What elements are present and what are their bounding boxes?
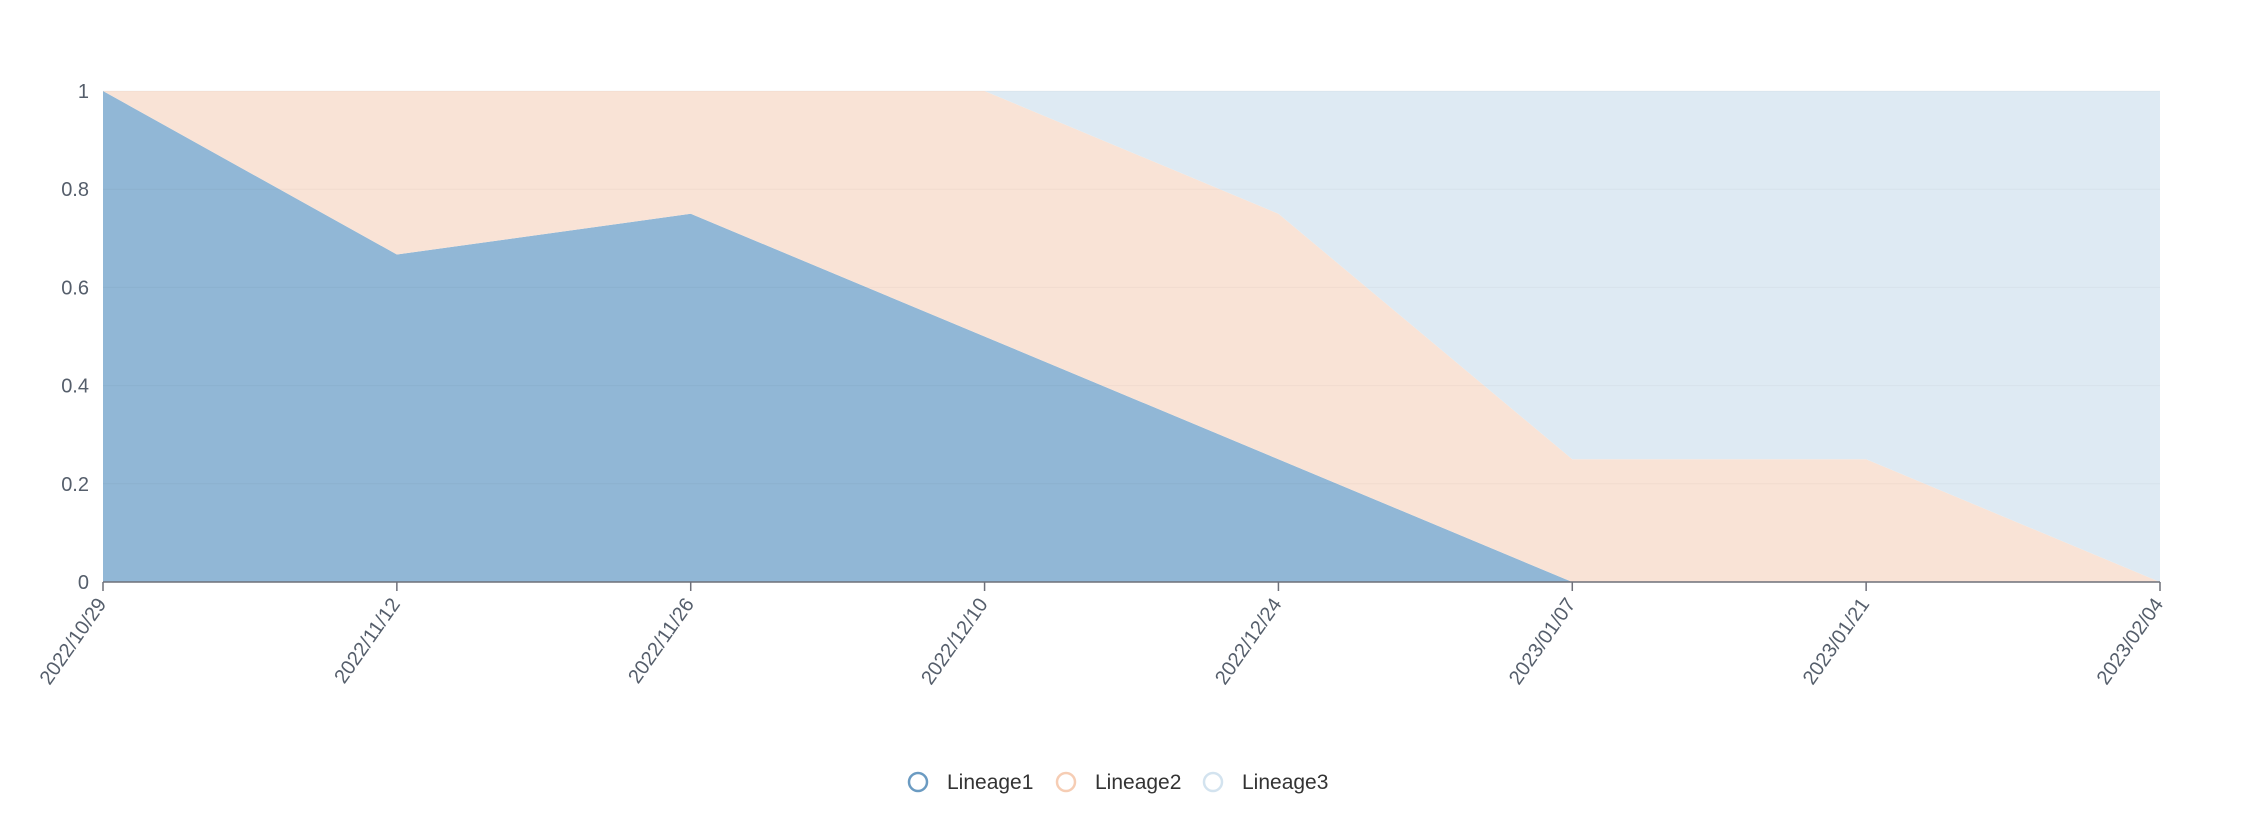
x-tick-label: 2022/12/24 <box>1211 594 1286 689</box>
x-tick-label: 2023/01/07 <box>1505 594 1580 689</box>
x-tick-label: 2023/01/21 <box>1799 594 1874 689</box>
legend-item-lineage3[interactable]: Lineage3 <box>1202 771 1328 794</box>
legend-label: Lineage2 <box>1095 771 1181 794</box>
y-tick-label: 1 <box>78 81 89 103</box>
legend-label: Lineage1 <box>947 771 1033 794</box>
legend-item-lineage1[interactable]: Lineage1 <box>907 771 1033 794</box>
area-lineage1[interactable] <box>103 91 2160 582</box>
legend-marker-icon <box>907 771 929 793</box>
x-tick-label: 2022/11/26 <box>624 594 699 687</box>
y-tick-label: 0.8 <box>61 179 89 201</box>
y-tick-label: 0 <box>78 572 89 594</box>
y-tick-label: 0.2 <box>61 474 89 496</box>
y-tick-label: 0.6 <box>61 277 89 299</box>
legend-marker-icon <box>1202 771 1224 793</box>
area-layer <box>103 91 2160 582</box>
area-lineage3[interactable] <box>103 91 2160 582</box>
legend-label: Lineage3 <box>1242 771 1328 794</box>
x-tick-label: 2022/12/10 <box>917 594 992 689</box>
y-tick-label: 0.4 <box>61 376 89 398</box>
x-tick-label: 2022/10/29 <box>36 594 111 689</box>
legend-marker-icon <box>1055 771 1077 793</box>
legend[interactable]: Lineage1 Lineage2 Lineage3 <box>907 771 1328 794</box>
x-tick-label: 2022/11/12 <box>330 594 405 687</box>
legend-item-lineage2[interactable]: Lineage2 <box>1055 771 1181 794</box>
x-tick-label: 2023/02/04 <box>2093 594 2168 689</box>
